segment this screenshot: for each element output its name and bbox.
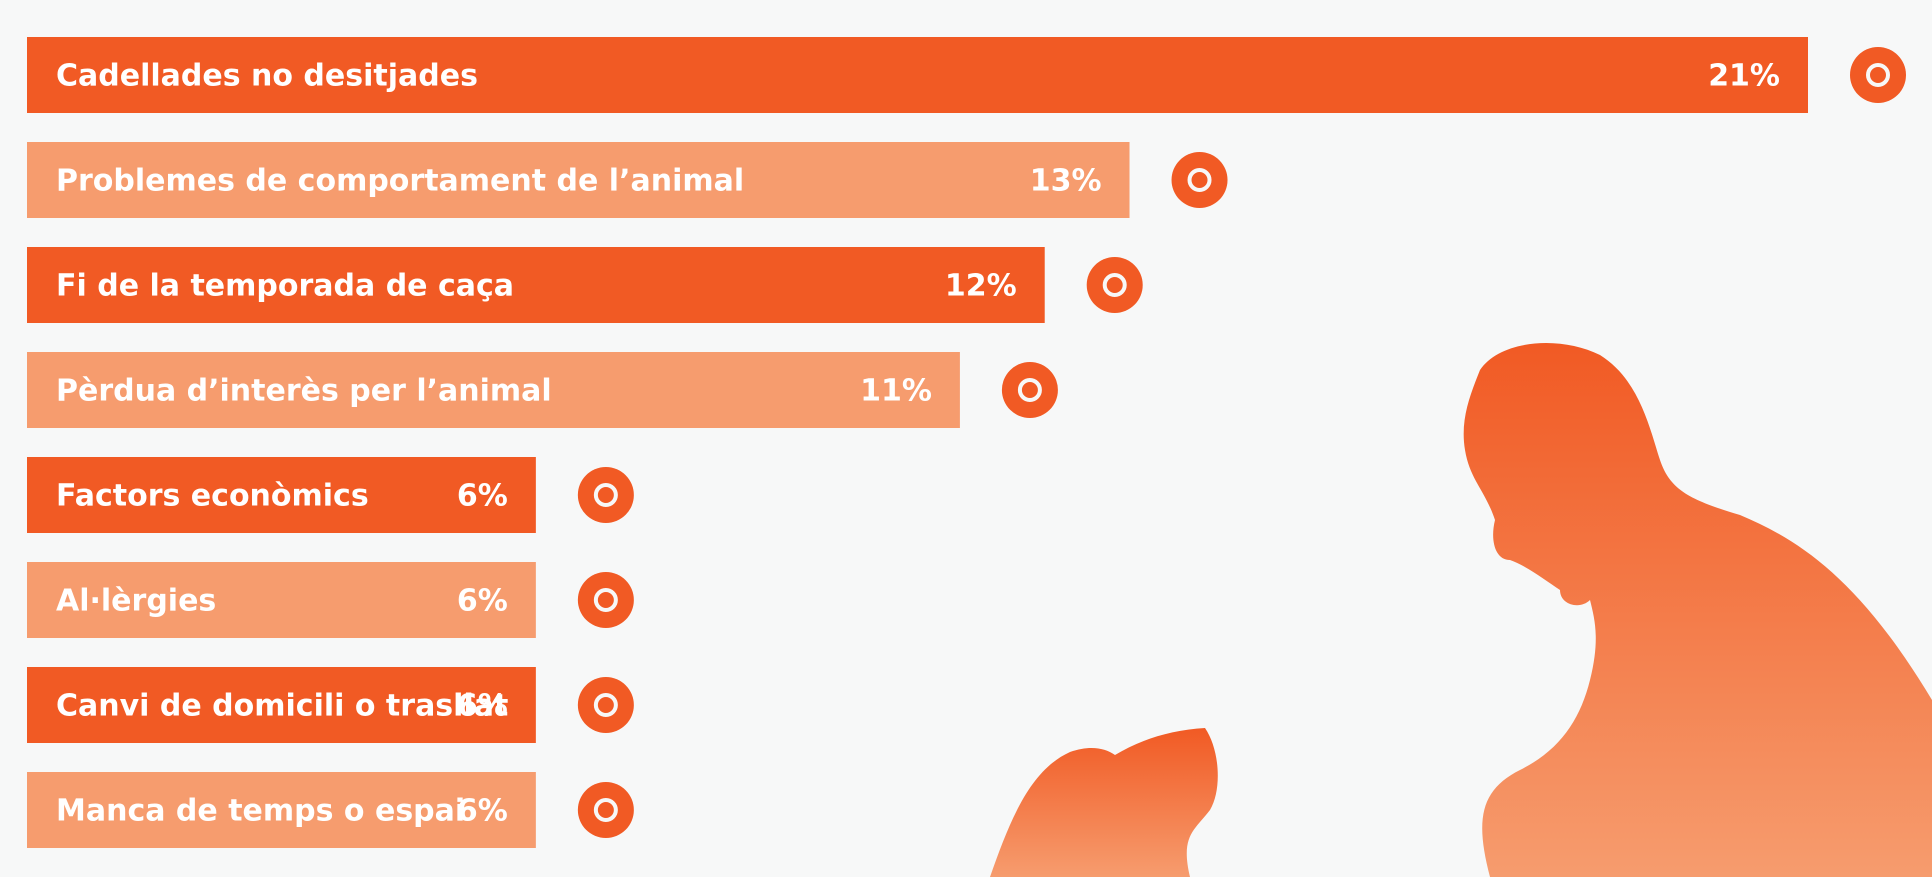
category-label: Pèrdua d’interès per l’animal bbox=[56, 374, 552, 409]
category-label: Factors econòmics bbox=[56, 479, 369, 514]
value-label: 6% bbox=[457, 689, 508, 724]
value-label: 6% bbox=[457, 794, 508, 829]
category-label: Fi de la temporada de caça bbox=[56, 269, 514, 304]
value-label: 12% bbox=[945, 269, 1017, 304]
icon bbox=[578, 782, 634, 838]
category-label: Manca de temps o espai bbox=[56, 794, 465, 829]
value-label: 13% bbox=[1030, 164, 1102, 199]
icon bbox=[1002, 362, 1058, 418]
category-label: Al·lèrgies bbox=[56, 584, 216, 619]
icon bbox=[1850, 47, 1906, 103]
value-label: 11% bbox=[860, 374, 932, 409]
icon bbox=[578, 467, 634, 523]
icon bbox=[578, 572, 634, 628]
icon bbox=[1172, 152, 1228, 208]
chart: Cadellades no desitjades 21% Problemes de … bbox=[0, 0, 1932, 877]
icon bbox=[1087, 257, 1143, 313]
value-label: 6% bbox=[457, 479, 508, 514]
value-label: 6% bbox=[457, 584, 508, 619]
category-label: Cadellades no desitjades bbox=[56, 59, 478, 94]
category-label: Canvi de domicili o trasllat bbox=[56, 689, 508, 724]
value-label: 21% bbox=[1708, 59, 1780, 94]
category-label: Problemes de comportament de l’animal bbox=[56, 164, 744, 199]
icon bbox=[578, 677, 634, 733]
